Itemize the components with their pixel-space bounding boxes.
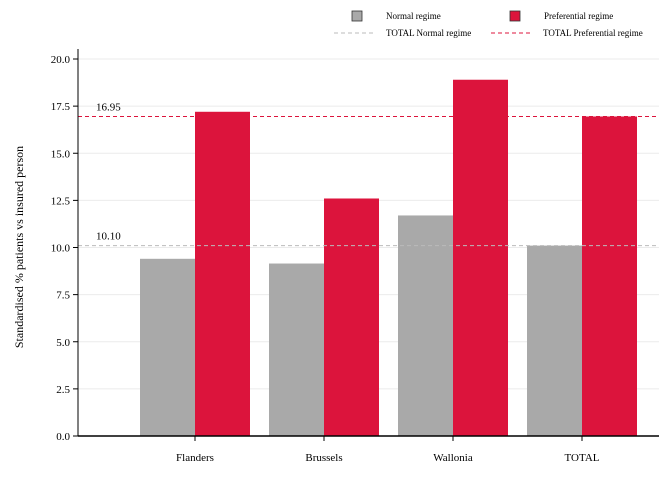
y-tick-label: 2.5 — [56, 384, 70, 396]
x-tick-label: Brussels — [305, 452, 342, 464]
bar-preferential-regime — [195, 111, 250, 436]
legend-label: Normal regime — [386, 11, 441, 21]
reference-line-label: 16.95 — [96, 101, 121, 113]
bar-normal-regime — [398, 215, 453, 436]
y-tick-label: 12.5 — [51, 195, 71, 207]
reference-lines: 10.10 16.95 — [78, 101, 659, 247]
bar-preferential-regime — [582, 116, 637, 437]
legend-swatch — [351, 10, 363, 22]
y-tick-label: 15.0 — [51, 148, 71, 160]
bar-normal-regime — [140, 258, 195, 436]
legend-label: TOTAL Preferential regime — [543, 28, 643, 38]
reference-line-label: 10.10 — [96, 231, 121, 243]
bars — [140, 79, 637, 437]
y-tick-label: 0.0 — [56, 431, 70, 443]
bar-preferential-regime — [324, 198, 379, 436]
y-tick-label: 7.5 — [56, 290, 70, 302]
y-tick-label: 20.0 — [51, 54, 71, 66]
y-tick-label: 17.5 — [51, 101, 71, 113]
legend-label: Preferential regime — [544, 11, 613, 21]
axes: 0.0 2.5 5.0 7.5 10.0 12.5 15.0 17.5 20.0 Flanders… — [51, 49, 659, 464]
legend: Normal regime Preferential regime TOTAL No… — [334, 10, 643, 38]
bar-normal-regime — [527, 245, 582, 436]
bar-preferential-regime — [453, 79, 508, 437]
legend-swatch — [509, 10, 521, 22]
x-tick-label: TOTAL — [565, 452, 600, 464]
x-tick-label: Wallonia — [433, 452, 473, 464]
y-tick-label: 5.0 — [56, 337, 70, 349]
y-tick-label: 10.0 — [51, 243, 71, 255]
y-axis-title: Standardised % patients vs insured perso… — [12, 146, 26, 348]
x-tick-label: Flanders — [176, 452, 214, 464]
bar-normal-regime — [269, 263, 324, 436]
legend-label: TOTAL Normal regime — [386, 28, 471, 38]
